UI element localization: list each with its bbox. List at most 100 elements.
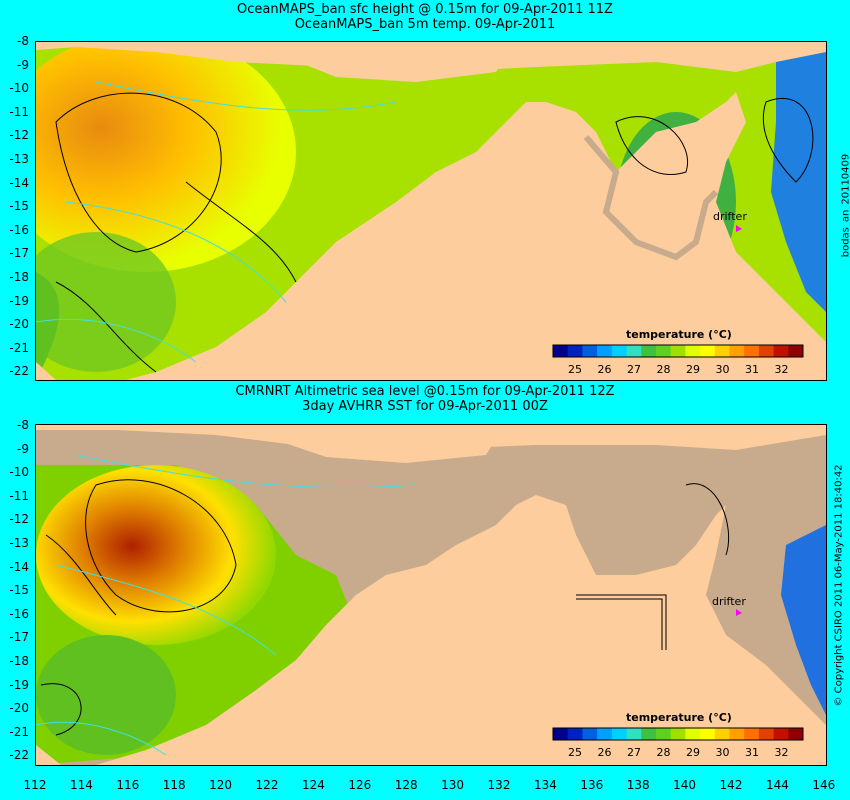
top-map-panel[interactable]: drifter temperature (°C) 25 26 27 28 29 30 31 3…	[0, 32, 827, 381]
longitude-tick-label: 136	[580, 778, 604, 792]
top-side-text: bodas_an_20110409	[840, 153, 850, 258]
colorbar-swatch	[685, 728, 701, 740]
colorbar-swatch	[597, 345, 613, 357]
colorbar-swatch	[773, 345, 789, 357]
colorbar-swatch	[641, 728, 657, 740]
top-colorbar	[552, 344, 804, 358]
bottom-north-land	[36, 425, 826, 450]
colorbar-tick-label: 25	[568, 746, 582, 759]
latitude-tick-label: -22	[9, 364, 29, 379]
colorbar-tick-label: 30	[716, 746, 730, 759]
colorbar-tick-label: 26	[598, 363, 612, 376]
longitude-tick-label: 126	[348, 778, 372, 792]
bottom-contour-c	[40, 683, 82, 736]
latitude-tick-label: -16	[9, 606, 29, 621]
top-drifter-marker[interactable]	[736, 225, 742, 232]
latitude-tick-label: -14	[9, 175, 29, 190]
top-contour-c	[615, 116, 688, 176]
longitude-tick-label: 140	[673, 778, 697, 792]
top-contour-d	[762, 98, 814, 183]
colorbar-swatch	[655, 728, 672, 740]
colorbar-swatch	[685, 345, 701, 357]
colorbar-swatch	[729, 728, 745, 740]
bottom-box-outline	[576, 594, 667, 650]
colorbar-swatch	[788, 728, 804, 740]
top-contour-a	[55, 92, 222, 253]
latitude-tick-label: -13	[9, 152, 29, 166]
colorbar-swatch	[700, 728, 716, 740]
bottom-cyan-contour-b	[75, 454, 417, 489]
bottom-map-panel[interactable]: drifter temperature (°C) 25 26 27 28 29 30 31 3…	[35, 424, 827, 766]
longitude-tick-label: 116	[116, 778, 140, 792]
colorbar-swatch	[670, 345, 686, 357]
colorbar-swatch	[582, 345, 598, 357]
latitude-tick-label: -16	[9, 222, 29, 237]
top-sw-field	[36, 272, 60, 380]
colorbar-swatch	[553, 345, 569, 357]
colorbar-swatch	[582, 728, 598, 740]
colorbar-swatch	[773, 728, 789, 740]
top-nodata-coast	[583, 135, 719, 261]
colorbar-tick-label: 30	[716, 363, 730, 376]
latitude-tick-label: -19	[9, 293, 29, 308]
top-colorbar-labels: 25 26 27 28 29 30 31 32	[568, 363, 789, 376]
bottom-map-svg: drifter temperature (°C) 25 26 27 28 29 30 31 3…	[35, 425, 826, 765]
colorbar-tick-label: 29	[686, 746, 700, 759]
bottom-cyan-contour-c	[35, 721, 167, 756]
latitude-tick-label: -9	[17, 57, 29, 72]
colorbar-swatch	[744, 345, 760, 357]
bottom-warm-region	[36, 465, 276, 645]
latitude-tick-label: -21	[9, 340, 29, 355]
bottom-drifter-marker[interactable]	[736, 609, 742, 616]
longitude-tick-label: 112	[23, 778, 47, 792]
colorbar-swatch	[626, 728, 642, 740]
colorbar-tick-label: 26	[598, 746, 612, 759]
top-warm-region	[0, 32, 296, 272]
bottom-colorbar-title: temperature (°C)	[626, 711, 732, 724]
bottom-title-line2: 3day AVHRR SST for 09-Apr-2011 00Z	[302, 399, 548, 414]
top-cyan-contour-b	[95, 81, 397, 111]
longitude-tick-label: 120	[209, 778, 233, 792]
longitude-tick-label: 124	[301, 778, 325, 792]
colorbar-tick-label: 28	[657, 363, 671, 376]
colorbar-tick-label: 29	[686, 363, 700, 376]
top-sw-land	[36, 362, 56, 380]
colorbar-swatch	[655, 345, 672, 357]
latitude-tick-label: -12	[9, 512, 29, 527]
latitude-tick-label: -8	[17, 418, 29, 432]
colorbar-tick-label: 31	[745, 746, 759, 759]
latitude-tick-label: -18	[9, 654, 29, 668]
latitude-tick-label: -17	[9, 630, 29, 645]
bottom-colorbar	[552, 727, 804, 741]
bottom-contour-d	[685, 483, 730, 556]
latitude-tick-label: -11	[9, 104, 29, 119]
latitude-tick-label: -20	[9, 701, 29, 716]
bottom-australia-land	[96, 495, 826, 765]
colorbar-tick-label: 28	[657, 746, 671, 759]
longitude-tick-label: 118	[162, 778, 186, 792]
top-australia-land	[126, 92, 826, 380]
latitude-tick-label: -17	[9, 246, 29, 261]
colorbar-frame	[552, 344, 804, 358]
colorbar-swatch	[611, 728, 628, 740]
bottom-drifter-label: drifter	[712, 595, 746, 608]
top-island	[286, 52, 506, 82]
colorbar-swatch	[758, 345, 775, 357]
latitude-tick-label: -15	[9, 583, 29, 598]
colorbar-swatch	[597, 728, 613, 740]
top-title-line2: OceanMAPS_ban 5m temp. 09-Apr-2011	[294, 17, 556, 32]
colorbar-swatch	[611, 345, 628, 357]
longitude-tick-label: 128	[394, 778, 418, 792]
longitude-tick-label: 138	[626, 778, 650, 792]
top-map-svg: drifter temperature (°C) 25 26 27 28 29 30 31 3…	[0, 32, 826, 380]
top-north-land	[36, 42, 826, 72]
longitude-tick-label: 134	[533, 778, 557, 792]
latitude-tick-label: -8	[17, 34, 29, 48]
top-cyan-contour-a	[65, 201, 287, 303]
latitude-tick-label: -10	[9, 81, 29, 96]
latitude-tick-label: -13	[9, 536, 29, 550]
colorbar-swatch	[567, 728, 583, 740]
colorbar-tick-label: 27	[627, 746, 641, 759]
bottom-colorbar-labels: 25 26 27 28 29 30 31 32	[568, 746, 789, 759]
colorbar-tick-label: 25	[568, 363, 582, 376]
